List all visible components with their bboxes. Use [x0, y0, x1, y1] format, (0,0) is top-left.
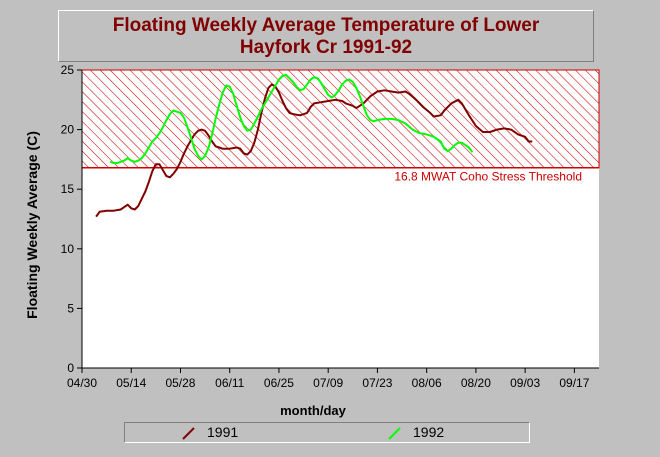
threshold-label: 16.8 MWAT Coho Stress Threshold [394, 170, 582, 184]
y-tick-label: 5 [67, 301, 74, 315]
y-tick-label: 10 [61, 242, 75, 256]
chart-title-line-1: Floating Weekly Average Temperature of L… [112, 15, 540, 36]
x-tick-label: 06/25 [264, 376, 294, 390]
y-tick-label: 20 [61, 123, 75, 137]
legend: 1991 1992 [124, 422, 530, 443]
series-line-1992 [109, 73, 474, 164]
x-tick-label: 09/17 [559, 376, 589, 390]
x-tick-label: 06/11 [215, 376, 244, 390]
legend-swatch-1992 [388, 427, 401, 440]
x-tick-label: 09/03 [510, 376, 540, 390]
legend-label-1991: 1991 [207, 424, 239, 440]
y-tick-label: 0 [67, 361, 74, 375]
x-tick-label: 04/30 [67, 376, 97, 390]
x-tick-label: 08/20 [461, 376, 491, 390]
series-line-1991 [95, 83, 533, 218]
y-tick-label: 25 [61, 63, 75, 77]
x-tick-label: 05/14 [116, 376, 146, 390]
chart-title-box: Floating Weekly Average Temperature of L… [58, 10, 594, 62]
legend-swatch-1991 [182, 427, 195, 440]
x-tick-label: 08/06 [412, 376, 442, 390]
chart-title-line-2: Hayfork Cr 1991-92 [239, 37, 413, 58]
threshold-hatched-region [81, 69, 600, 169]
legend-label-1992: 1992 [413, 424, 445, 440]
x-axis-label: month/day [280, 403, 346, 418]
x-tick-label: 05/28 [165, 376, 195, 390]
x-tick-label: 07/09 [313, 376, 343, 390]
x-tick-label: 07/23 [362, 376, 392, 390]
y-axis-label: Floating Weekly Average (C) [24, 131, 40, 319]
y-tick-label: 15 [61, 182, 75, 196]
